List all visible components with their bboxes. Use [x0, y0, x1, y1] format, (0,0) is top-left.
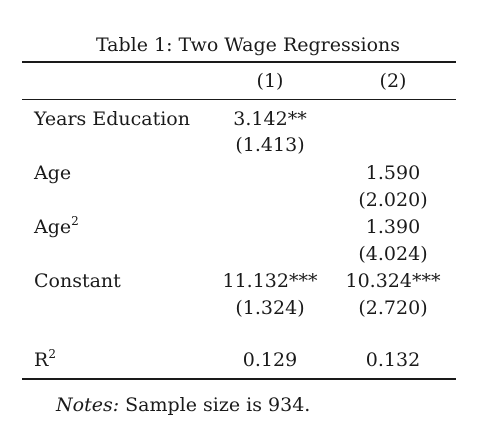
- se-constant-col2: (2.720): [334, 296, 452, 320]
- column-header-1: (1): [212, 69, 328, 93]
- row-label-constant: Constant: [34, 269, 121, 293]
- row-label-age: Age: [34, 161, 71, 185]
- row-label-age-squared: Age2: [34, 215, 79, 241]
- r-squared-col1: 0.129: [212, 348, 328, 372]
- se-age-col2: (2.020): [334, 188, 452, 212]
- row-label-years-education: Years Education: [34, 107, 190, 131]
- row-label-r-squared: R2: [34, 348, 56, 374]
- top-rule: [22, 61, 456, 63]
- se-constant-col1: (1.324): [212, 296, 328, 320]
- coef-age-squared-col2: 1.390: [334, 215, 452, 239]
- table-caption: Table 1: Two Wage Regressions: [0, 33, 496, 57]
- row-label-r-squared-text: R: [34, 349, 48, 371]
- notes-prefix: Notes:: [56, 394, 119, 416]
- bottom-rule: [22, 378, 456, 380]
- header-rule: [22, 99, 456, 100]
- coef-constant-col1: 11.132***: [212, 269, 328, 293]
- coef-age-col2: 1.590: [334, 161, 452, 185]
- r-squared-col2: 0.132: [334, 348, 452, 372]
- column-header-2: (2): [334, 69, 452, 93]
- table-notes: Notes: Sample size is 934.: [56, 393, 310, 417]
- row-label-r-squared-exponent: 2: [48, 347, 56, 361]
- notes-text: Sample size is 934.: [119, 394, 310, 416]
- coef-years-education-col1: 3.142**: [212, 107, 328, 131]
- row-label-age-squared-text: Age: [34, 216, 71, 238]
- se-age-squared-col2: (4.024): [334, 242, 452, 266]
- se-years-education-col1: (1.413): [212, 133, 328, 157]
- coef-constant-col2: 10.324***: [334, 269, 452, 293]
- row-label-age-squared-exponent: 2: [71, 214, 79, 228]
